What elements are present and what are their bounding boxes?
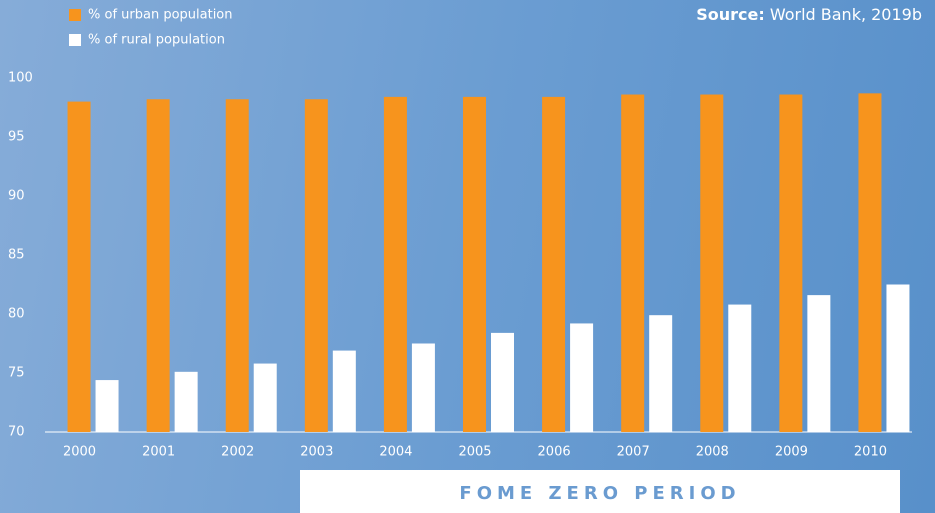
bar bbox=[253, 363, 277, 432]
bar bbox=[807, 295, 831, 432]
bar bbox=[332, 350, 356, 432]
x-tick-label: 2006 bbox=[538, 445, 571, 460]
annotation: FOME ZERO PERIOD bbox=[459, 483, 740, 504]
legend-label: % of rural population bbox=[88, 33, 225, 48]
bar bbox=[146, 99, 170, 433]
x-tick-label: 2009 bbox=[775, 445, 808, 460]
x-tick-label: 2000 bbox=[63, 445, 96, 460]
legend-label: % of urban population bbox=[88, 8, 233, 23]
y-tick-label: 70 bbox=[8, 425, 25, 440]
y-tick-label: 75 bbox=[8, 366, 25, 381]
bar bbox=[383, 96, 407, 432]
y-tick-label: 100 bbox=[8, 71, 33, 86]
source: Source: World Bank, 2019b bbox=[696, 5, 922, 24]
x-tick-label: 2003 bbox=[300, 445, 333, 460]
bar bbox=[700, 94, 724, 433]
x-tick-label: 2005 bbox=[458, 445, 491, 460]
source-label: Source: bbox=[696, 5, 765, 24]
bar bbox=[728, 304, 752, 432]
x-tick-label: 2004 bbox=[379, 445, 412, 460]
bar bbox=[542, 96, 566, 432]
bar bbox=[858, 93, 882, 432]
y-tick-label: 95 bbox=[8, 130, 25, 145]
bar bbox=[411, 343, 435, 432]
x-tick-label: 2002 bbox=[221, 445, 254, 460]
x-tick-label: 2007 bbox=[617, 445, 650, 460]
y-tick-label: 90 bbox=[8, 189, 25, 204]
source-text: World Bank, 2019b bbox=[770, 5, 922, 24]
legend-swatch bbox=[69, 9, 81, 21]
annotation-box bbox=[300, 470, 900, 513]
bar bbox=[779, 94, 803, 433]
bar bbox=[491, 332, 514, 432]
bar bbox=[621, 94, 645, 433]
bar bbox=[463, 96, 486, 432]
bar bbox=[649, 315, 673, 432]
legend-swatch bbox=[69, 34, 81, 46]
y-tick-label: 80 bbox=[8, 307, 25, 322]
y-tick-label: 85 bbox=[8, 248, 25, 263]
x-tick-label: 2010 bbox=[854, 445, 887, 460]
x-tick-label: 2008 bbox=[696, 445, 729, 460]
bar bbox=[304, 99, 328, 433]
bar bbox=[67, 101, 91, 432]
bar bbox=[225, 99, 249, 433]
bar bbox=[174, 371, 198, 432]
bar bbox=[570, 323, 594, 432]
x-tick-label: 2001 bbox=[142, 445, 175, 460]
bar bbox=[886, 284, 910, 432]
bar bbox=[95, 380, 119, 432]
